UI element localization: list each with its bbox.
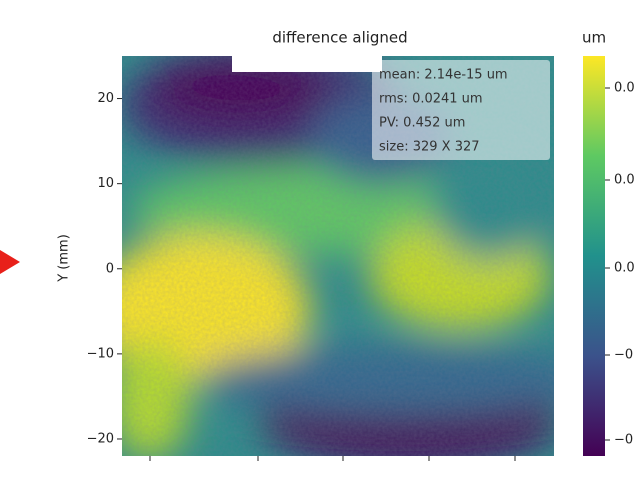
annotation: size: 329 X 327 bbox=[379, 140, 480, 155]
colorbar-tick-label: −0 bbox=[614, 433, 633, 448]
colorbar-tick-label: −0 bbox=[614, 348, 633, 363]
red-arrow bbox=[0, 250, 20, 274]
annotation: PV: 0.452 um bbox=[379, 116, 465, 131]
y-tick-label: −20 bbox=[87, 431, 114, 446]
colorbar-tick-label: 0.0 bbox=[614, 173, 635, 188]
colorbar-tick-label: 0.0 bbox=[614, 81, 635, 96]
colorbar-tick-label: 0.0 bbox=[614, 261, 635, 276]
y-tick-label: 20 bbox=[97, 91, 114, 106]
annotation-box bbox=[372, 60, 550, 160]
y-axis-label: Y (mm) bbox=[57, 234, 72, 283]
y-tick-label: −10 bbox=[87, 346, 114, 361]
colorbar bbox=[583, 56, 605, 456]
annotation: mean: 2.14e-15 um bbox=[379, 68, 508, 83]
chart-title: difference aligned bbox=[272, 29, 407, 47]
x-ticks bbox=[149, 456, 516, 461]
y-tick-label: 10 bbox=[97, 176, 114, 191]
annotation: rms: 0.0241 um bbox=[379, 92, 483, 107]
colorbar-label: um bbox=[582, 29, 606, 47]
y-tick-label: 0 bbox=[106, 261, 114, 276]
